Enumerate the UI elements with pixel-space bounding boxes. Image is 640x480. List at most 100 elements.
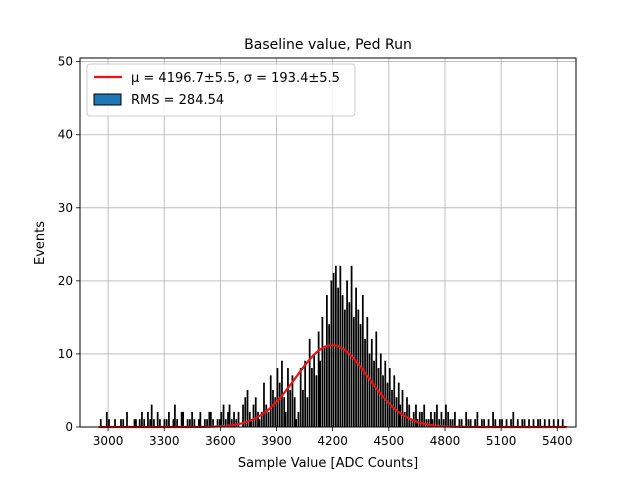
x-tick-label: 4500 bbox=[374, 434, 405, 448]
histogram-bar bbox=[399, 404, 402, 428]
y-tick-label: 50 bbox=[58, 55, 73, 69]
histogram-bar bbox=[348, 302, 351, 428]
histogram-bar bbox=[209, 411, 212, 428]
x-tick-label: 5100 bbox=[486, 434, 517, 448]
histogram-bar bbox=[141, 411, 143, 428]
histogram-bar bbox=[319, 360, 322, 428]
histogram-bar bbox=[321, 316, 324, 428]
x-axis-label: Sample Value [ADC Counts] bbox=[238, 456, 418, 471]
histogram-bar bbox=[299, 368, 302, 428]
legend-fit-label: μ = 4196.7±5.5, σ = 193.4±5.5 bbox=[131, 71, 340, 86]
histogram-bar bbox=[147, 411, 149, 428]
histogram-bar bbox=[180, 411, 183, 428]
histogram-bar bbox=[235, 419, 238, 428]
legend-box bbox=[86, 63, 356, 117]
y-axis-label: Events bbox=[33, 221, 48, 265]
histogram-bar bbox=[492, 411, 494, 428]
y-tick-label: 30 bbox=[58, 201, 73, 215]
histogram-bar bbox=[276, 368, 279, 428]
histogram-bar bbox=[326, 294, 328, 428]
legend: μ = 4196.7±5.5, σ = 193.4±5.5 RMS = 284.… bbox=[86, 63, 356, 117]
histogram-bar bbox=[199, 411, 202, 428]
histogram-bar bbox=[418, 411, 421, 428]
x-tick-label: 3300 bbox=[149, 434, 180, 448]
x-tick-label: 3900 bbox=[261, 434, 292, 448]
histogram-bar bbox=[355, 287, 357, 428]
histogram-bar bbox=[265, 404, 268, 428]
x-axis-ticks: 3000 3300 3600 3900 4200 4500 4800 5100 5400 bbox=[93, 427, 573, 448]
x-tick-label: 3600 bbox=[205, 434, 236, 448]
histogram-bar bbox=[377, 368, 380, 428]
histogram-bar bbox=[302, 389, 304, 428]
histogram-bar bbox=[257, 411, 259, 428]
histogram-bar bbox=[330, 280, 333, 428]
histogram-bar bbox=[105, 411, 108, 428]
histogram-bar bbox=[384, 360, 387, 428]
histogram-bar bbox=[328, 324, 330, 428]
histogram-bar bbox=[313, 353, 316, 428]
histogram-bar bbox=[168, 411, 170, 428]
histogram-bar bbox=[386, 382, 389, 428]
plot-frame bbox=[79, 57, 577, 428]
histogram-bar bbox=[174, 404, 176, 428]
histogram-bar bbox=[447, 411, 450, 428]
histogram-bar bbox=[337, 287, 339, 428]
histogram-bar bbox=[306, 397, 309, 428]
histogram-bar bbox=[440, 411, 443, 428]
x-tick-label: 3000 bbox=[93, 434, 124, 448]
histogram-bar bbox=[415, 404, 417, 428]
histogram-bar bbox=[317, 331, 320, 428]
histogram-bar bbox=[182, 411, 185, 428]
histogram-bar bbox=[323, 346, 326, 428]
histogram-bar bbox=[401, 389, 404, 428]
histogram-bar bbox=[366, 316, 369, 428]
histogram-bar bbox=[304, 360, 307, 428]
histogram-bar bbox=[465, 411, 468, 428]
histogram-bar bbox=[406, 397, 408, 428]
histogram-bar bbox=[408, 404, 411, 428]
histogram-bar bbox=[287, 368, 289, 428]
histogram-bar bbox=[272, 389, 274, 428]
histogram-bar bbox=[297, 411, 300, 428]
histogram-bar bbox=[295, 419, 298, 428]
histogram-bar bbox=[269, 375, 272, 428]
histogram-bar bbox=[278, 382, 281, 428]
histogram-bar bbox=[341, 294, 344, 428]
histogram-bar bbox=[293, 397, 296, 428]
histogram-bar bbox=[228, 404, 231, 428]
histogram-bar bbox=[359, 324, 362, 428]
legend-histogram-label: RMS = 284.54 bbox=[131, 93, 224, 108]
histogram-bar bbox=[388, 368, 391, 428]
histogram-bar bbox=[368, 353, 371, 428]
x-tick-label: 4800 bbox=[430, 434, 461, 448]
histogram-bar bbox=[364, 338, 366, 428]
histogram-bar bbox=[263, 382, 265, 428]
histogram-bar bbox=[476, 411, 479, 428]
histogram-bar bbox=[427, 419, 430, 428]
histogram-bar bbox=[332, 273, 335, 428]
histogram-bar bbox=[220, 411, 223, 428]
y-tick-label: 0 bbox=[65, 420, 73, 434]
histogram-bar bbox=[311, 368, 313, 428]
histogram-bar bbox=[346, 280, 348, 428]
histogram-bar bbox=[403, 411, 406, 428]
histogram-bar bbox=[395, 397, 398, 428]
histogram-bar bbox=[252, 404, 255, 428]
histogram-bar bbox=[283, 397, 286, 428]
histogram-bar bbox=[454, 411, 456, 428]
y-axis-ticks: 0 10 20 30 40 50 bbox=[58, 55, 80, 434]
histogram-bar bbox=[308, 338, 311, 428]
histogram-bar bbox=[391, 389, 393, 428]
chart-title: Baseline value, Ped Run bbox=[244, 37, 412, 53]
x-tick-label: 4200 bbox=[317, 434, 348, 448]
histogram-bar bbox=[352, 316, 355, 428]
histogram-bar bbox=[315, 375, 318, 428]
histogram-bar bbox=[357, 309, 360, 428]
histogram-bar bbox=[126, 411, 128, 428]
histogram-bar bbox=[343, 309, 346, 428]
histogram-bar bbox=[397, 382, 400, 428]
histogram-bar bbox=[222, 404, 225, 428]
histogram-bar bbox=[373, 360, 375, 428]
histogram-bar bbox=[350, 265, 353, 428]
